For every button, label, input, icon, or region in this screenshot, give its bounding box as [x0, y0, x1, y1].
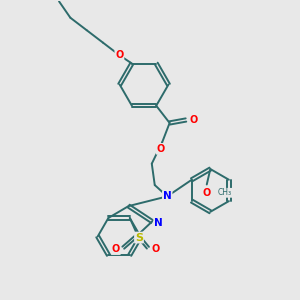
Text: N: N: [154, 218, 163, 228]
Text: O: O: [112, 244, 120, 254]
Text: O: O: [190, 115, 198, 125]
Text: O: O: [202, 188, 211, 198]
Text: O: O: [157, 144, 165, 154]
Text: O: O: [151, 244, 160, 254]
Text: S: S: [135, 232, 143, 243]
Text: N: N: [163, 191, 172, 201]
Text: CH₃: CH₃: [218, 188, 232, 197]
Text: O: O: [115, 50, 124, 60]
